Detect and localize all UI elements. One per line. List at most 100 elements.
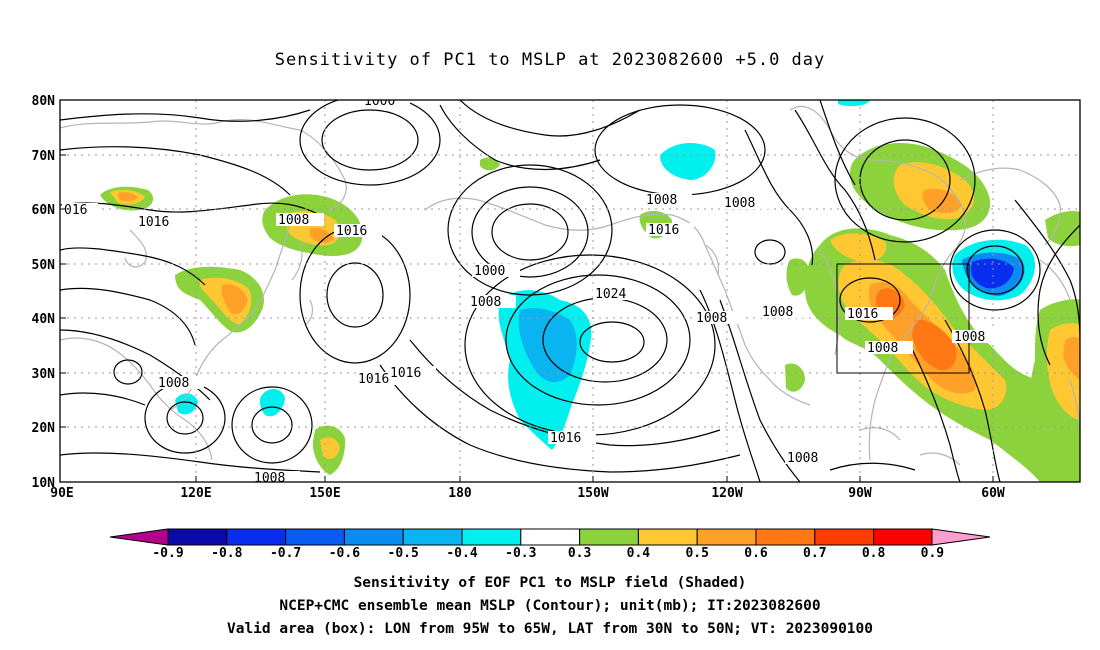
- contour-label: 1016: [358, 372, 389, 387]
- negative-sensitivity-west-pacific-b: [259, 388, 285, 417]
- contour-label: 1008: [158, 376, 189, 391]
- lon-label-150e: 150E: [309, 486, 340, 501]
- contour-label: 1016: [648, 223, 679, 238]
- lat-label-30n: 30N: [32, 367, 56, 382]
- contour-label: 1008: [646, 193, 677, 208]
- negative-sensitivity-west-pacific-a: [175, 393, 198, 415]
- colorbar-cell: [226, 528, 287, 546]
- lat-label-10n: 10N: [32, 476, 56, 491]
- lat-label-80n: 80N: [32, 94, 56, 109]
- colorbar-tick-label: -0.8: [211, 546, 242, 561]
- sensitivity-shading: [100, 100, 1080, 482]
- positive-sensitivity-gulf: [785, 363, 805, 392]
- colorbar-high-arrow: [931, 528, 991, 546]
- positive-sensitivity-siberia-orange: [118, 192, 138, 202]
- colorbar-tick-label: -0.7: [270, 546, 301, 561]
- lat-label-20n: 20N: [32, 421, 56, 436]
- colorbar-tick-label: -0.6: [329, 546, 360, 561]
- colorbar-cell: [520, 528, 581, 546]
- contour-label: 1016: [847, 307, 878, 322]
- lon-label-120w: 120W: [711, 486, 742, 501]
- colorbar-cell: [402, 528, 463, 546]
- positive-sensitivity-east-na-red2: [912, 319, 957, 371]
- contour-label: 1024: [595, 287, 626, 302]
- colorbar-tick-label: -0.3: [505, 546, 536, 561]
- lon-label-60w: 60W: [981, 486, 1005, 501]
- contour-label: 1000: [364, 94, 395, 109]
- colorbar-tick-label: -0.5: [388, 546, 419, 561]
- longitude-labels: 90E 120E 150E 180 150W 120W 90W 60W: [50, 486, 1005, 501]
- positive-sensitivity-okhotsk-orange: [310, 227, 334, 243]
- contour-label: 016: [64, 203, 87, 218]
- map-frame: [59, 99, 1081, 483]
- negative-sensitivity-central-pacific-core: [518, 308, 577, 382]
- contour-label: 1008: [867, 341, 898, 356]
- positive-sensitivity-mexico: [786, 258, 810, 296]
- valid-area-box: [836, 263, 970, 374]
- latitude-labels: 80N 70N 60N 50N 40N 30N 20N 10N: [32, 94, 56, 491]
- contour-label: 1016: [550, 431, 581, 446]
- colorbar-cell: [637, 528, 698, 546]
- negative-sensitivity-arctic: [838, 100, 870, 107]
- positive-sensitivity-far-east-atlantic: [1045, 210, 1080, 247]
- colorbar-low-arrow: [109, 528, 169, 546]
- lon-label-90e: 90E: [50, 486, 73, 501]
- lon-label-90w: 90W: [848, 486, 872, 501]
- colorbar-tick-label: 0.6: [744, 546, 768, 561]
- graticule: [60, 100, 1080, 482]
- contour-label: 1008: [954, 330, 985, 345]
- colorbar-tick-label: 0.3: [568, 546, 591, 561]
- colorbar-tick-label: -0.4: [446, 546, 477, 561]
- contour-label: 1008: [470, 295, 501, 310]
- colorbar: -0.9 -0.8 -0.7 -0.6 -0.5 -0.4 -0.3 0.3 0.4 0.5 0.6…: [109, 528, 991, 561]
- colorbar-cell: [167, 528, 228, 546]
- contour-label: 1008: [787, 451, 818, 466]
- contour-labels: 1000 016 1016 1008 1016 1000 1008 1008 1…: [62, 94, 1000, 486]
- lat-label-40n: 40N: [32, 312, 56, 327]
- colorbar-tick-label: 0.9: [921, 546, 944, 561]
- colorbar-cell: [461, 528, 522, 546]
- colorbar-cell: [873, 528, 933, 546]
- colorbar-cells: [167, 528, 933, 546]
- contour-label: 1016: [138, 215, 169, 230]
- positive-sensitivity-east-atlantic-orange: [1063, 337, 1080, 380]
- caption-contour: NCEP+CMC ensemble mean MSLP (Contour); u…: [279, 598, 821, 614]
- caption-valid-area: Valid area (box): LON from 95W to 65W, L…: [226, 621, 873, 637]
- caption-shaded: Sensitivity of EOF PC1 to MSLP field (Sh…: [353, 575, 747, 591]
- positive-sensitivity-labrador-orange: [922, 188, 962, 214]
- colorbar-cell: [696, 528, 757, 546]
- lon-label-150w: 150W: [577, 486, 608, 501]
- colorbar-cell: [814, 528, 875, 546]
- chart-title: Sensitivity of PC1 to MSLP at 2023082600…: [274, 50, 826, 70]
- negative-sensitivity-north-pacific: [660, 143, 716, 180]
- contour-label: 1008: [254, 471, 285, 486]
- negative-sensitivity-atlantic-core: [970, 258, 1014, 289]
- positive-sensitivity-east-asia-orange: [221, 284, 248, 315]
- lon-label-180: 180: [448, 486, 472, 501]
- contour-label: 1008: [724, 196, 755, 211]
- axis-ticks: [60, 99, 994, 482]
- contour-label: 1008: [278, 213, 309, 228]
- positive-sensitivity-hudson: [830, 233, 887, 262]
- colorbar-tick-label: -0.9: [152, 546, 183, 561]
- contour-label: 1016: [390, 366, 421, 381]
- colorbar-tick-label: 0.5: [685, 546, 708, 561]
- colorbar-tick-label: 0.4: [627, 546, 651, 561]
- colorbar-cell: [343, 528, 404, 546]
- contour-label: 1008: [762, 305, 793, 320]
- lon-label-120e: 120E: [180, 486, 211, 501]
- contour-label: 1016: [336, 224, 367, 239]
- contour-label: 1008: [696, 311, 727, 326]
- colorbar-cell: [579, 528, 639, 546]
- colorbar-cell: [755, 528, 816, 546]
- positive-sensitivity-north-atlantic: [480, 157, 500, 171]
- positive-sensitivity-west-pacific-yellow: [320, 437, 340, 459]
- colorbar-tick-label: 0.7: [803, 546, 826, 561]
- colorbar-labels: -0.9 -0.8 -0.7 -0.6 -0.5 -0.4 -0.3 0.3 0.4 0.5 0.6…: [152, 546, 944, 561]
- lat-label-70n: 70N: [32, 149, 56, 164]
- lat-label-50n: 50N: [32, 258, 56, 273]
- contour-label: 1000: [474, 264, 505, 279]
- lat-label-60n: 60N: [32, 203, 56, 218]
- colorbar-tick-label: 0.8: [862, 546, 886, 561]
